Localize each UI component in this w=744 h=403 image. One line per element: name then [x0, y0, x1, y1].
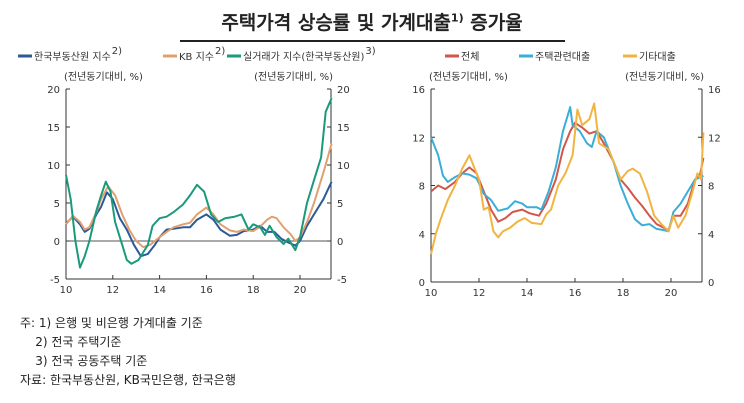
title-tail: 증가율: [463, 12, 523, 34]
legend-label: 실거래가 지수(한국부동산원): [243, 51, 364, 63]
y-tick-left: 15: [47, 123, 60, 134]
chart-1: -5 -5 0 0 5 5 10 10 15 15 20 20 10 12 14 16 18 20 (전년동기대비,…: [18, 46, 376, 296]
y-tick-left: 0: [419, 278, 425, 289]
y-tick-left: 0: [54, 237, 60, 248]
y-tick-left: 20: [47, 85, 60, 96]
y-tick-left: 4: [419, 230, 425, 241]
series-line-3: [65, 97, 333, 269]
x-tick-label: 14: [153, 285, 166, 296]
legend-footnote: 3): [365, 46, 375, 57]
y-tick-right: 10: [337, 161, 350, 172]
x-tick-label: 18: [617, 288, 630, 299]
title-underline: [180, 40, 565, 42]
y-tick-right: 4: [708, 230, 714, 241]
x-tick-label: 20: [294, 285, 307, 296]
x-tick-label: 20: [665, 288, 678, 299]
footnote-3: 3) 전국 공동주택 기준: [20, 354, 148, 368]
x-tick-label: 10: [425, 288, 438, 299]
legend-label: 한국부동산원 지수: [34, 51, 111, 63]
y-tick-left: 8: [419, 182, 425, 193]
x-tick-label: 10: [60, 285, 73, 296]
y-tick-left: 5: [54, 199, 60, 210]
legend-label: KB 지수: [179, 51, 214, 63]
y-tick-right: 8: [708, 182, 714, 193]
y-tick-left: 16: [412, 85, 425, 96]
unit-label-left: (전년동기대비, %): [64, 71, 143, 83]
y-tick-left: 10: [47, 161, 60, 172]
y-tick-right: 15: [337, 123, 350, 134]
legend-label: 주택관련대출: [535, 51, 590, 63]
x-tick-label: 16: [200, 285, 213, 296]
x-tick-label: 18: [247, 285, 260, 296]
chart-2: 0 0 4 4 8 8 12 12 16 16 10 12 14 16 18 20 (전년동기대비, %) (전년…: [412, 51, 720, 299]
y-tick-right: 5: [337, 199, 343, 210]
y-tick-right: -5: [337, 275, 347, 286]
unit-label-left: (전년동기대비, %): [429, 71, 508, 83]
x-tick-label: 12: [106, 285, 119, 296]
legend-footnote: 2): [215, 46, 225, 57]
unit-label-right: (전년동기대비, %): [625, 71, 704, 83]
legend-label: 기타대출: [639, 51, 676, 63]
source-note: 자료: 한국부동산원, KB국민은행, 한국은행: [20, 373, 236, 387]
legend-footnote: 2): [112, 46, 122, 57]
series-line-2: [430, 106, 704, 233]
y-tick-right: 16: [708, 85, 721, 96]
y-tick-left: -5: [50, 275, 60, 286]
y-tick-left: 12: [412, 133, 425, 144]
footnote-1: 주: 1) 은행 및 비은행 가계대출 기준: [20, 316, 203, 330]
x-tick-label: 12: [473, 288, 486, 299]
series-line-2: [65, 143, 333, 249]
unit-label-right: (전년동기대비, %): [254, 71, 333, 83]
legend-label: 전체: [461, 51, 479, 63]
title-footnote: 1): [450, 11, 464, 25]
x-tick-label: 14: [521, 288, 534, 299]
y-tick-right: 0: [708, 278, 714, 289]
y-tick-right: 12: [708, 133, 721, 144]
y-tick-right: 0: [337, 237, 343, 248]
y-tick-right: 20: [337, 85, 350, 96]
footnote-2: 2) 전국 주택기준: [20, 335, 122, 349]
title-text: 주택가격 상승률 및 가계대출: [221, 12, 451, 34]
series-line-3: [430, 102, 705, 255]
footnotes: 주: 1) 은행 및 비은행 가계대출 기준 2) 전국 주택기준 3) 전국 …: [20, 314, 236, 390]
x-tick-label: 16: [569, 288, 582, 299]
page-title: 주택가격 상승률 및 가계대출1) 증가율: [0, 8, 744, 35]
